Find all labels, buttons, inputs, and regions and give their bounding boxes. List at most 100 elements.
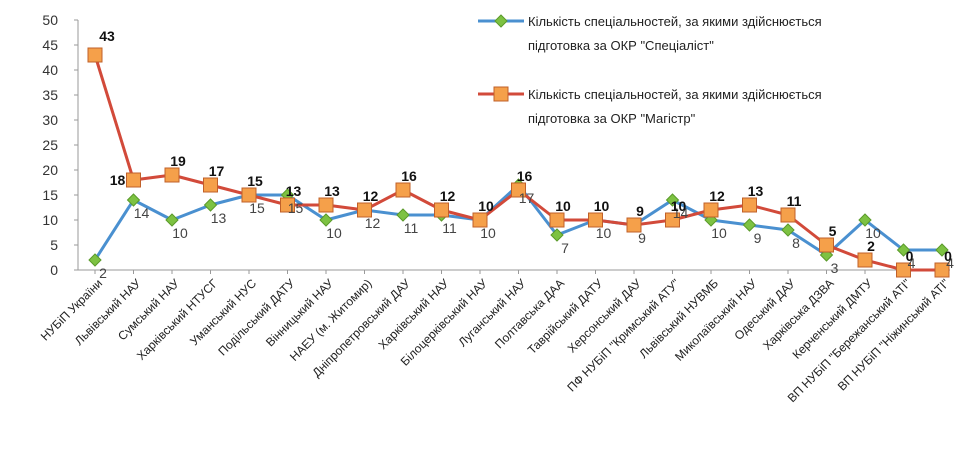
legend-label: Кількість спеціальностей, за якими здійс… [528, 87, 822, 102]
x-tick-label: Харківська ДЗВА [760, 276, 837, 353]
master-point [434, 202, 449, 218]
master-point [395, 182, 411, 198]
master-data-label: 12 [363, 188, 379, 204]
master-point [203, 177, 218, 193]
master-data-label: 9 [636, 203, 644, 219]
master-data-label: 12 [440, 188, 456, 204]
master-data-label: 16 [401, 168, 417, 184]
y-tick-label: 10 [42, 212, 58, 228]
specialist-data-label: 11 [442, 220, 457, 236]
specialist-data-label: 10 [326, 225, 342, 241]
specialist-point [319, 213, 333, 227]
master-data-label: 15 [247, 173, 263, 189]
master-data-label: 5 [829, 223, 837, 239]
master-point [588, 212, 603, 228]
specialist-point [396, 208, 410, 222]
series-layer [87, 47, 950, 278]
specialist-point [665, 193, 680, 207]
y-tick-label: 40 [42, 62, 58, 78]
specialist-point [165, 213, 179, 227]
master-point [819, 237, 834, 253]
specialist-data-label: 9 [638, 230, 646, 246]
legend-label: Кількість спеціальностей, за якими здійс… [528, 14, 822, 29]
y-tick-label: 20 [42, 162, 58, 178]
legend-item-specialist: Кількість спеціальностей, за якими здійс… [478, 14, 822, 53]
legend-label: підготовка за ОКР "Спеціаліст" [528, 38, 714, 53]
master-data-label: 11 [787, 193, 802, 209]
specialist-point [781, 223, 795, 237]
legend: Кількість спеціальностей, за якими здійс… [478, 14, 822, 126]
master-point [896, 262, 911, 278]
master-data-label: 10 [671, 198, 687, 214]
specialist-data-label: 4 [946, 255, 954, 271]
master-point [357, 202, 372, 218]
y-axis: 0 5 10 15 20 25 30 35 40 45 50 [42, 12, 79, 278]
specialist-data-label: 7 [561, 240, 569, 256]
specialist-point [742, 218, 757, 232]
specialist-data-label: 17 [519, 190, 535, 206]
specialist-point [896, 243, 911, 257]
master-data-label: 2 [867, 238, 875, 254]
x-tick-label: Уманський НУС [187, 276, 259, 348]
master-data-label: 10 [555, 198, 571, 214]
specialist-data-label: 4 [908, 255, 916, 271]
specialist-point [203, 198, 218, 212]
master-data-label: 0 [944, 248, 952, 264]
specialist-data-label: 10 [865, 225, 881, 241]
master-data-label: 13 [286, 183, 302, 199]
series-master [87, 47, 950, 278]
y-tick-label: 35 [42, 87, 58, 103]
master-data-label: 17 [209, 163, 225, 179]
specialist-data-label: 11 [404, 220, 419, 236]
specialist-data-label: 14 [673, 205, 689, 221]
specialist-point [88, 253, 102, 267]
master-point [857, 252, 873, 268]
master-point [318, 197, 334, 213]
master-point [626, 217, 642, 233]
specialist-point [550, 228, 564, 242]
x-tick-label: Луганський НАУ [455, 276, 528, 349]
master-point [472, 212, 488, 228]
master-data-label: 18 [110, 172, 126, 188]
master-point [280, 197, 295, 213]
specialist-data-label: 14 [134, 205, 150, 221]
y-tick-label: 0 [50, 262, 58, 278]
master-data-label: 19 [170, 153, 186, 169]
legend-swatch-marker [494, 14, 508, 28]
master-data-label: 10 [594, 198, 610, 214]
master-data-label: 0 [906, 248, 914, 264]
master-point [665, 212, 680, 228]
master-data-label: 13 [748, 183, 764, 199]
master-data-label: 10 [478, 198, 494, 214]
specialist-data-label: 10 [596, 225, 612, 241]
master-data-label: 12 [709, 188, 725, 204]
specialist-data-label: 12 [365, 215, 381, 231]
y-tick-label: 5 [50, 237, 58, 253]
specialist-data-label: 15 [249, 200, 265, 216]
specialist-data-label: 9 [754, 230, 762, 246]
master-data-label: 16 [517, 168, 533, 184]
y-tick-label: 15 [42, 187, 58, 203]
master-point [742, 197, 757, 213]
y-tick-label: 45 [42, 37, 58, 53]
x-tick-label: Харківський НАУ [376, 276, 452, 352]
y-tick-label: 30 [42, 112, 58, 128]
legend-label: підготовка за ОКР "Магістр" [528, 111, 696, 126]
specialist-data-label: 2 [99, 265, 107, 281]
specialist-data-label: 13 [211, 210, 227, 226]
master-point [703, 202, 719, 218]
specialist-data-label: 3 [831, 260, 839, 276]
specialist-data-label: 10 [480, 225, 496, 241]
master-point [241, 187, 257, 203]
master-point [511, 182, 526, 198]
specialist-point [126, 193, 141, 207]
specialist-data-label: 8 [792, 235, 800, 251]
master-point [87, 47, 103, 63]
master-point [164, 167, 180, 183]
x-tick-label: Вінницький НАУ [263, 276, 336, 349]
legend-swatch-marker [493, 86, 509, 102]
specialist-data-label: 10 [711, 225, 727, 241]
specialist-point [858, 213, 872, 227]
